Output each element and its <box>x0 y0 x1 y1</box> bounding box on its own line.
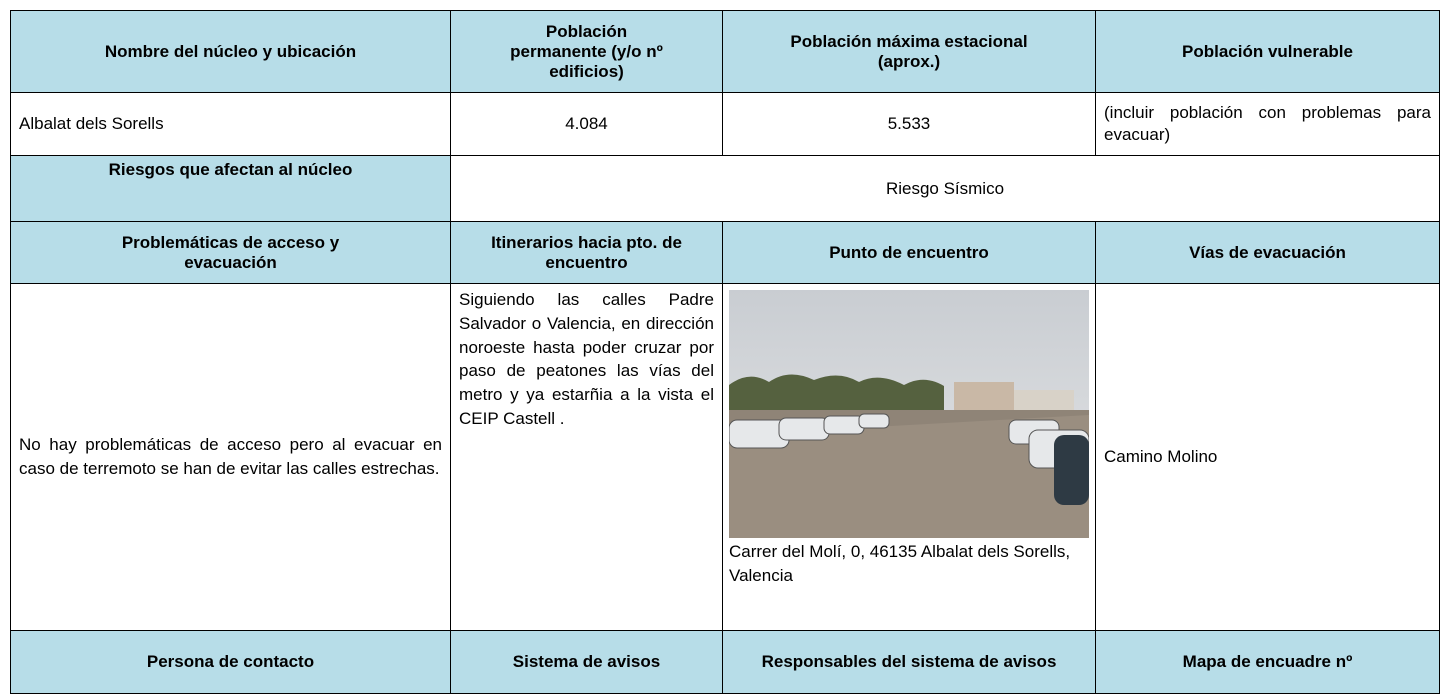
cell: No hay problemáticas de acceso pero al e… <box>11 284 451 631</box>
header-cell: Población vulnerable <box>1096 11 1440 93</box>
header-cell: Sistema de avisos <box>451 631 723 694</box>
header-cell: Riesgos que afectan al núcleo <box>11 156 451 222</box>
header-text: Población máxima estacional (aprox.) <box>759 32 1059 72</box>
header-cell: Mapa de encuadre nº <box>1096 631 1440 694</box>
header-cell: Población máxima estacional (aprox.) <box>723 11 1096 93</box>
header-text: Problemáticas de acceso y evacuación <box>81 233 381 273</box>
header-cell: Punto de encuentro <box>723 222 1096 284</box>
header-cell: Vías de evacuación <box>1096 222 1440 284</box>
cell: Albalat dels Sorells <box>11 93 451 156</box>
header-cell: Persona de contacto <box>11 631 451 694</box>
cell: Camino Molino <box>1096 284 1440 631</box>
header-text: Itinerarios hacia pto. de encuentro <box>487 233 687 273</box>
cell: Riesgo Sísmico <box>451 156 1440 222</box>
header-cell: Problemáticas de acceso y evacuación <box>11 222 451 284</box>
page: Nombre del núcleo y ubicación Población … <box>0 0 1449 693</box>
header-cell: Itinerarios hacia pto. de encuentro <box>451 222 723 284</box>
header-cell: Población permanente (y/o nº edificios) <box>451 11 723 93</box>
header-text: Responsables del sistema de avisos <box>759 652 1059 672</box>
header-cell: Responsables del sistema de avisos <box>723 631 1096 694</box>
photo-caption: Carrer del Molí, 0, 46135 Albalat dels S… <box>729 540 1089 588</box>
cell: 5.533 <box>723 93 1096 156</box>
cell: (incluir población con problemas para ev… <box>1096 93 1440 156</box>
cell: 4.084 <box>451 93 723 156</box>
cell: Siguiendo las calles Padre Salvador o Va… <box>451 284 723 631</box>
header-text: Población permanente (y/o nº edificios) <box>502 22 672 82</box>
header-cell: Nombre del núcleo y ubicación <box>11 11 451 93</box>
meeting-point-photo <box>729 290 1089 538</box>
data-table: Nombre del núcleo y ubicación Población … <box>10 10 1440 694</box>
cell: Carrer del Molí, 0, 46135 Albalat dels S… <box>723 284 1096 631</box>
